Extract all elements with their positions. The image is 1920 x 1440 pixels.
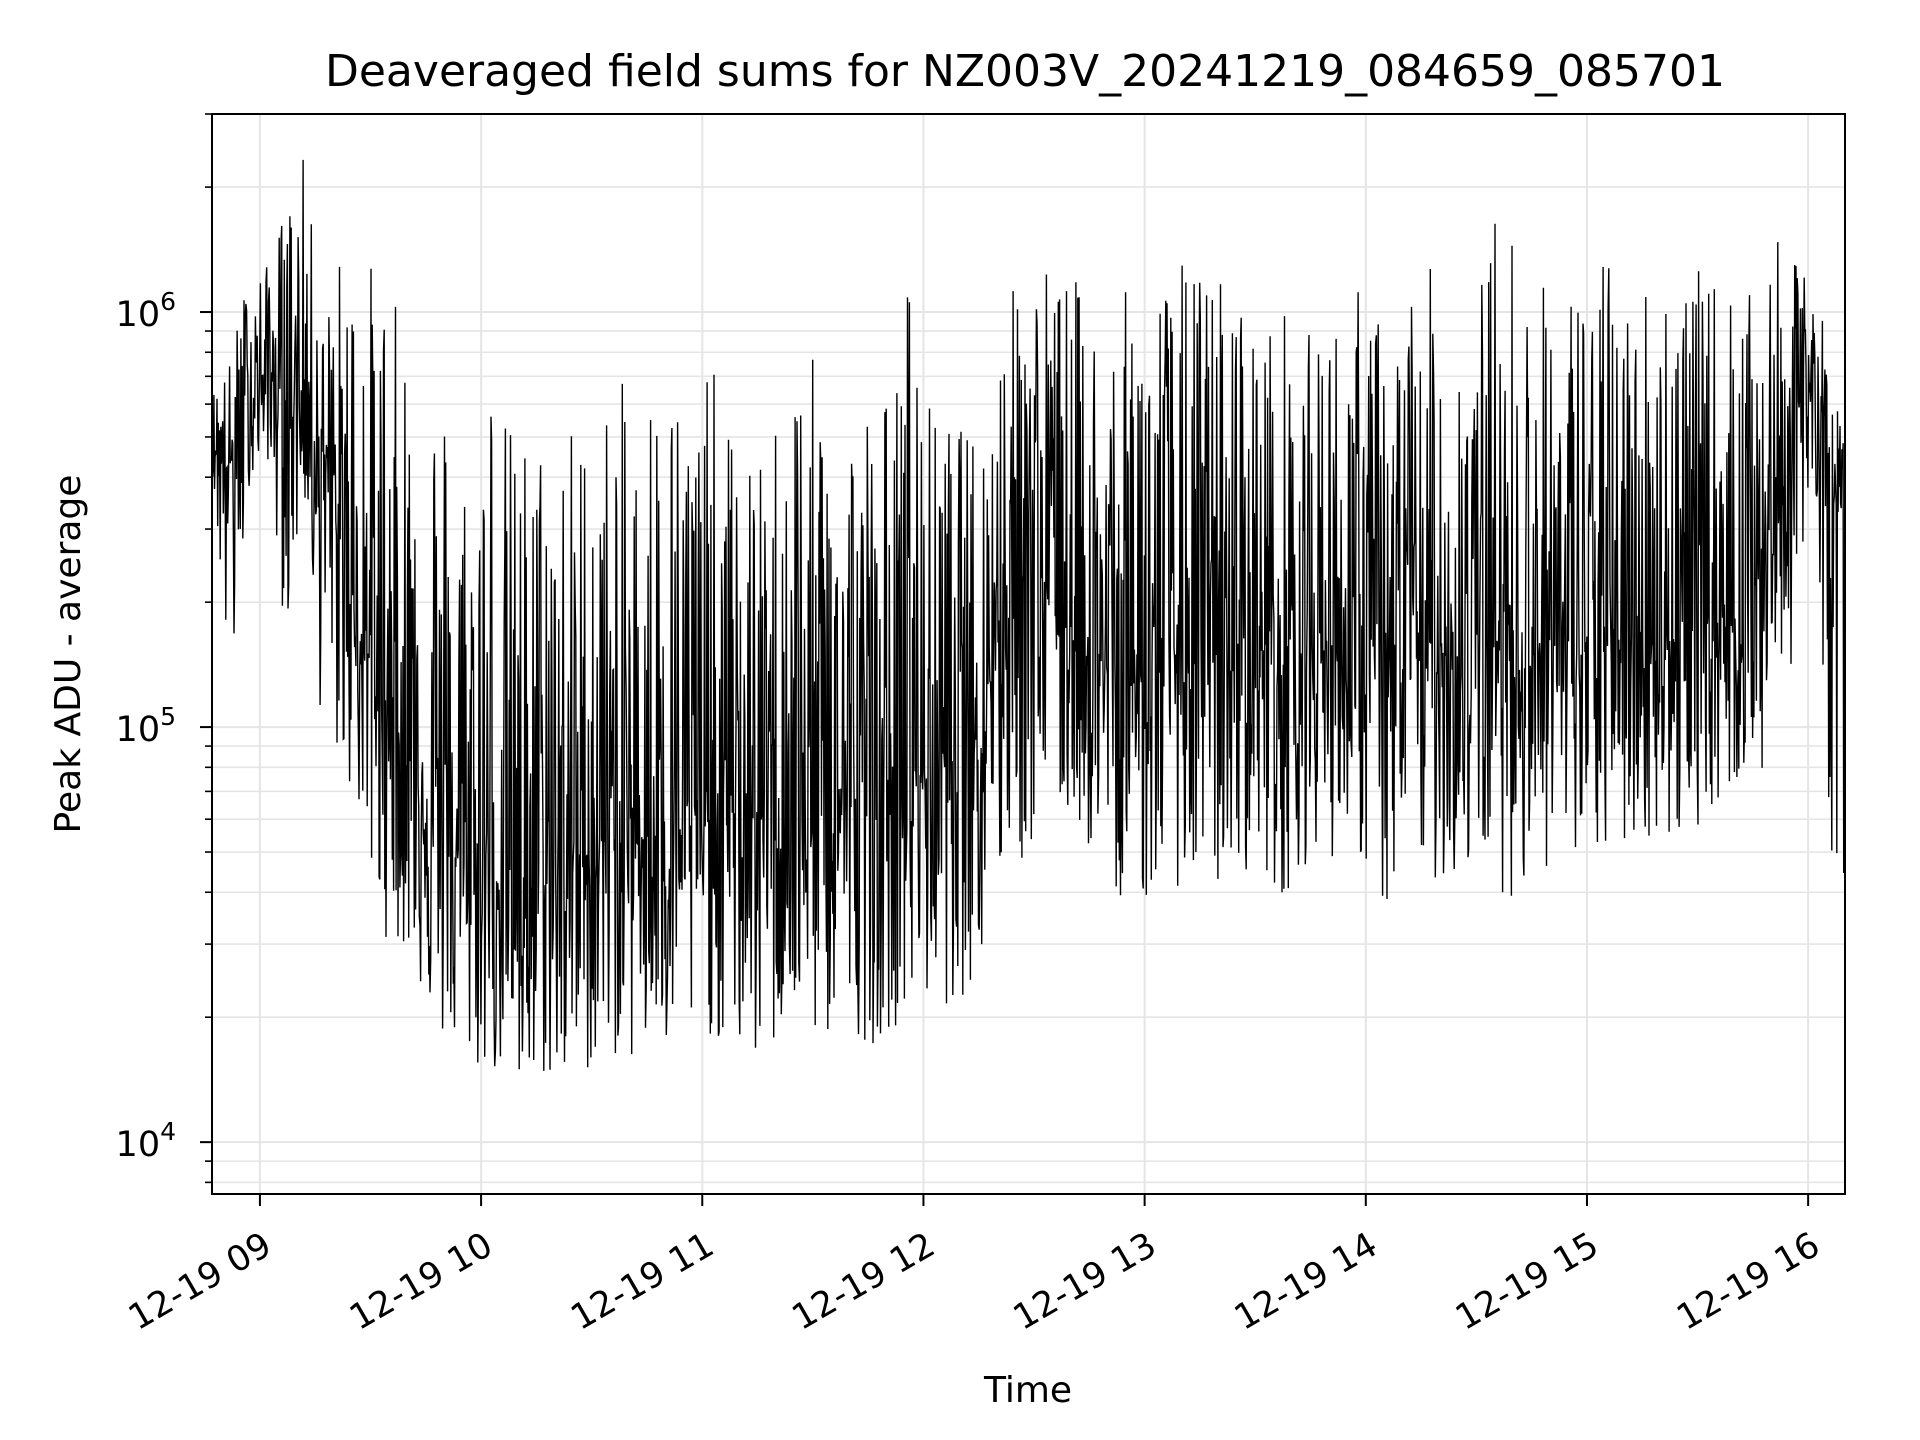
- axes-frame: [211, 113, 1846, 1195]
- plot-area: [211, 159, 1846, 1071]
- x-tick-label: 12-19 09: [122, 1225, 278, 1338]
- x-axis-label: Time: [983, 1370, 1072, 1411]
- x-tick-label: 12-19 16: [1670, 1225, 1826, 1338]
- x-tick-label: 12-19 12: [786, 1225, 942, 1338]
- x-tick-label: 12-19 10: [343, 1225, 499, 1338]
- y-tick-label: 105: [116, 702, 176, 750]
- chart-title: Deaveraged field sums for NZ003V_2024121…: [325, 46, 1725, 97]
- y-tick-label: 106: [116, 287, 176, 335]
- y-axis: 104 105 106: [116, 113, 212, 1184]
- x-tick-label: 12-19 11: [564, 1225, 720, 1338]
- x-tick-label: 12-19 13: [1007, 1225, 1163, 1338]
- y-axis-label: Peak ADU - average: [48, 475, 89, 834]
- series-line: [211, 159, 1846, 1071]
- x-tick-label: 12-19 14: [1228, 1225, 1384, 1338]
- y-tick-label: 104: [116, 1117, 176, 1165]
- x-tick-label: 12-19 15: [1449, 1225, 1605, 1338]
- x-axis: 12-19 09 12-19 10 12-19 11 12-19 12 12-19 13…: [122, 1194, 1827, 1338]
